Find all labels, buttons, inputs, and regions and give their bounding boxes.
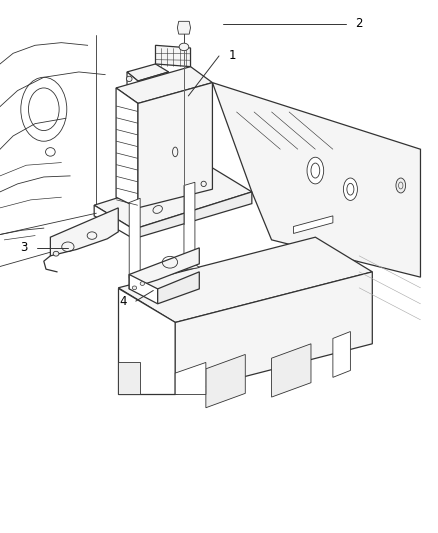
Text: 4: 4 — [119, 295, 127, 308]
Polygon shape — [118, 237, 372, 322]
Ellipse shape — [53, 251, 59, 256]
Polygon shape — [127, 64, 169, 81]
Polygon shape — [177, 21, 191, 34]
Text: 3: 3 — [21, 241, 28, 254]
Ellipse shape — [396, 178, 406, 193]
Ellipse shape — [343, 178, 357, 200]
Polygon shape — [134, 192, 252, 239]
Polygon shape — [155, 45, 191, 67]
Polygon shape — [118, 362, 140, 394]
Polygon shape — [94, 205, 134, 239]
Polygon shape — [158, 272, 199, 304]
Polygon shape — [116, 67, 212, 103]
Polygon shape — [293, 216, 333, 233]
Ellipse shape — [140, 281, 145, 286]
Ellipse shape — [179, 43, 189, 51]
Text: 1: 1 — [228, 50, 236, 62]
Polygon shape — [127, 72, 138, 96]
Polygon shape — [129, 264, 199, 278]
Text: 2: 2 — [355, 18, 363, 30]
Polygon shape — [138, 83, 212, 208]
Polygon shape — [116, 88, 138, 208]
Polygon shape — [94, 168, 252, 229]
Polygon shape — [138, 72, 169, 96]
Ellipse shape — [307, 157, 324, 184]
Polygon shape — [175, 362, 206, 394]
Polygon shape — [129, 198, 140, 278]
Polygon shape — [118, 288, 175, 394]
Polygon shape — [212, 83, 420, 277]
Polygon shape — [206, 354, 245, 408]
Ellipse shape — [126, 76, 132, 82]
Polygon shape — [50, 208, 118, 256]
Polygon shape — [129, 248, 199, 289]
Polygon shape — [272, 344, 311, 397]
Ellipse shape — [132, 286, 137, 290]
Polygon shape — [333, 332, 350, 377]
Polygon shape — [175, 272, 372, 394]
Polygon shape — [184, 182, 195, 268]
Polygon shape — [129, 274, 158, 304]
